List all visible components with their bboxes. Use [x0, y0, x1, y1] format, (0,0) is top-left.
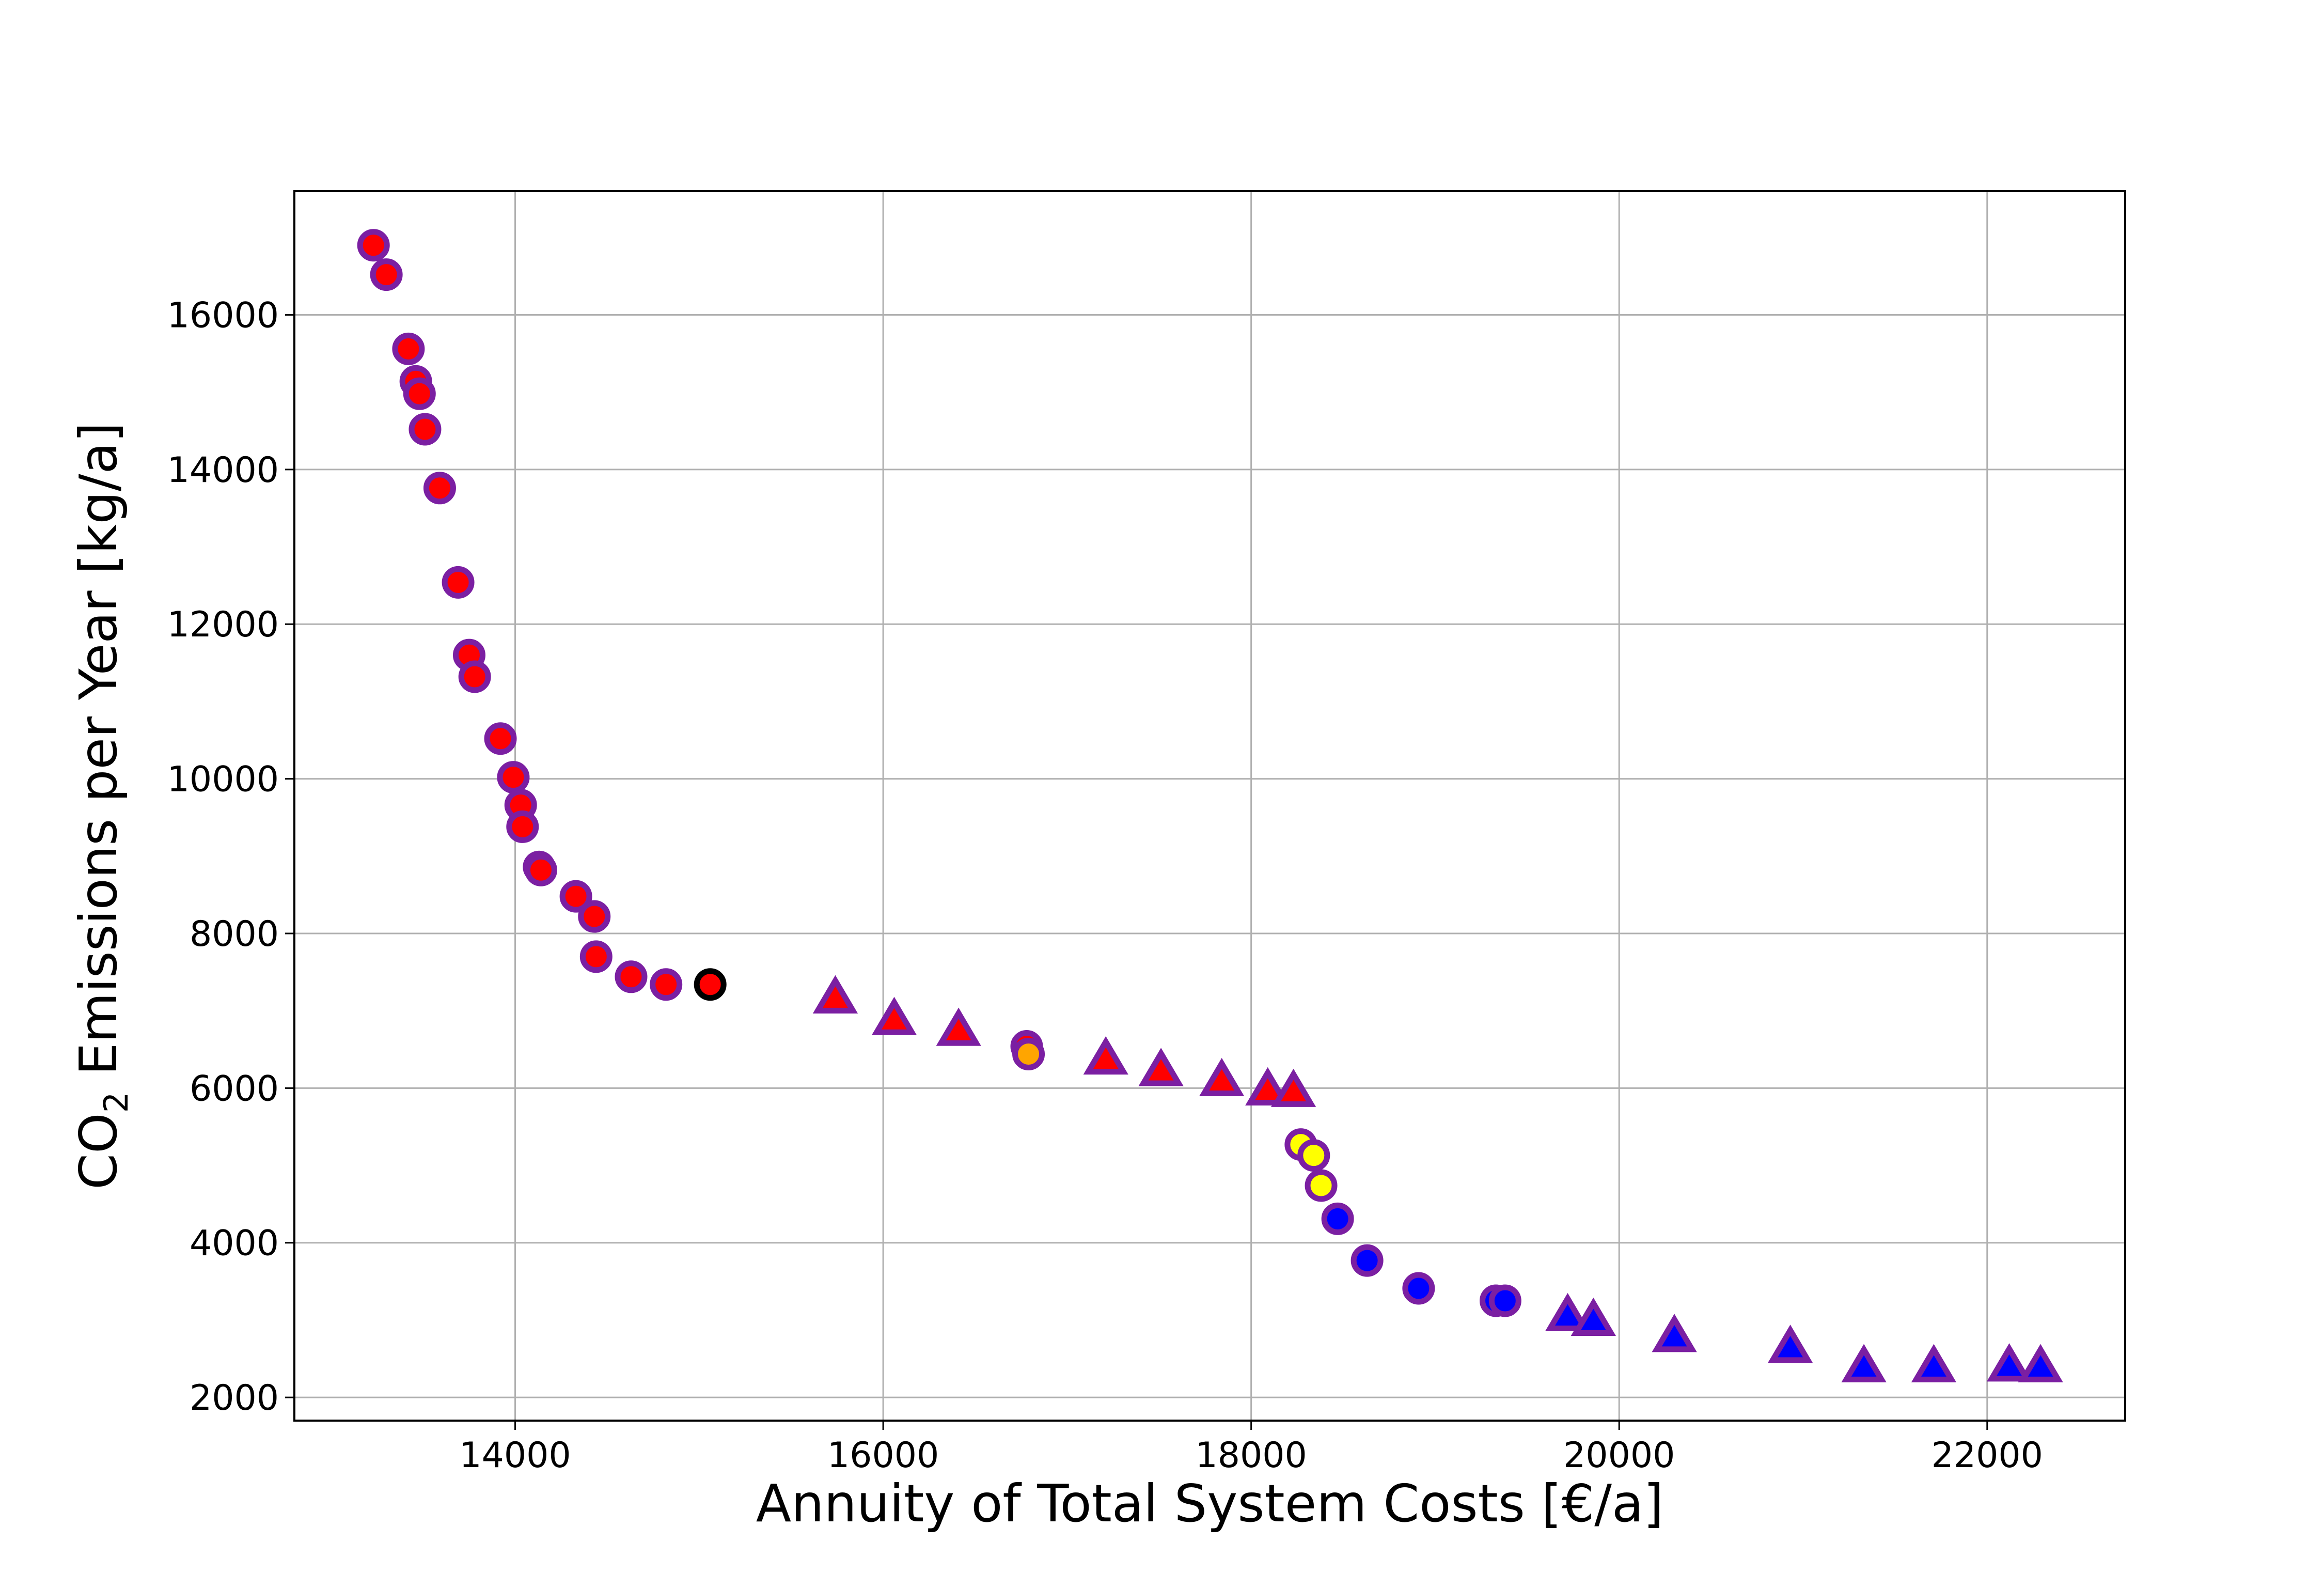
triangle-point	[1911, 1344, 1957, 1382]
x-tick-label: 22000	[1932, 1435, 2043, 1476]
circle-point	[409, 413, 442, 446]
circle-point	[1305, 1169, 1338, 1202]
triangle-point	[1138, 1048, 1184, 1086]
circle-point	[1297, 1139, 1330, 1172]
circle-point	[1012, 1037, 1045, 1070]
triangle-point	[1652, 1314, 1697, 1352]
y-axis-label-suffix: Emissions per Year [kg/a]	[68, 422, 129, 1092]
axis-ticks: 14000 16000 18000 20000 22000 2000 4000 6000 800…	[167, 295, 2043, 1476]
y-axis-label-prefix: CO	[68, 1113, 129, 1190]
circle-point	[694, 968, 727, 1001]
circle-point	[1488, 1284, 1521, 1317]
triangle-point	[1083, 1036, 1128, 1075]
circle-point	[579, 940, 613, 973]
triangle-point	[1571, 1297, 1616, 1336]
circle-point	[1321, 1202, 1354, 1235]
x-tick-label: 16000	[827, 1435, 939, 1476]
circle-point	[615, 960, 648, 993]
circle-point	[559, 880, 592, 913]
circle-point	[458, 660, 491, 693]
circle-point	[442, 566, 475, 599]
circle-point	[1351, 1244, 1384, 1277]
circle-point	[497, 761, 530, 794]
circle-point	[403, 377, 436, 410]
triangle-point	[1199, 1057, 1245, 1096]
circle-point	[578, 900, 611, 933]
triangle-point	[1986, 1343, 2032, 1382]
y-axis-label: CO2 Emissions per Year [kg/a]	[68, 422, 136, 1190]
triangle-point	[1545, 1292, 1591, 1332]
triangle-point	[812, 975, 858, 1014]
triangle-point	[871, 996, 917, 1035]
circle-point	[524, 853, 557, 886]
triangle-point	[1767, 1325, 1813, 1363]
x-axis-label: Annuity of Total System Costs [€/a]	[756, 1473, 1664, 1534]
plot-frame	[293, 190, 2126, 1422]
y-tick-label: 14000	[167, 450, 279, 491]
x-tick-label: 20000	[1563, 1435, 1675, 1476]
x-tick-label: 14000	[459, 1435, 571, 1476]
circle-point	[370, 258, 403, 291]
circle-point	[423, 472, 456, 505]
triangle-point	[1270, 1068, 1316, 1107]
triangle-point	[1841, 1344, 1887, 1382]
triangle-point	[936, 1007, 981, 1046]
circle-point	[357, 229, 390, 262]
y-tick-label: 10000	[167, 759, 279, 800]
y-tick-label: 6000	[190, 1068, 279, 1109]
triangle-point	[2018, 1344, 2063, 1382]
triangle-point	[1245, 1067, 1291, 1105]
circle-point	[506, 810, 539, 843]
y-tick-label: 12000	[167, 604, 279, 645]
circle-point	[650, 968, 683, 1001]
x-tick-label: 18000	[1195, 1435, 1307, 1476]
circle-point	[484, 722, 517, 755]
y-axis-label-subscript: 2	[98, 1092, 136, 1113]
y-tick-label: 8000	[190, 914, 279, 955]
y-tick-label: 16000	[167, 295, 279, 336]
y-tick-label: 2000	[190, 1378, 279, 1419]
y-tick-label: 4000	[190, 1223, 279, 1264]
data-points	[357, 229, 2063, 1382]
circle-point	[1402, 1272, 1435, 1305]
grid-lines	[294, 191, 2125, 1421]
circle-point	[392, 332, 425, 365]
